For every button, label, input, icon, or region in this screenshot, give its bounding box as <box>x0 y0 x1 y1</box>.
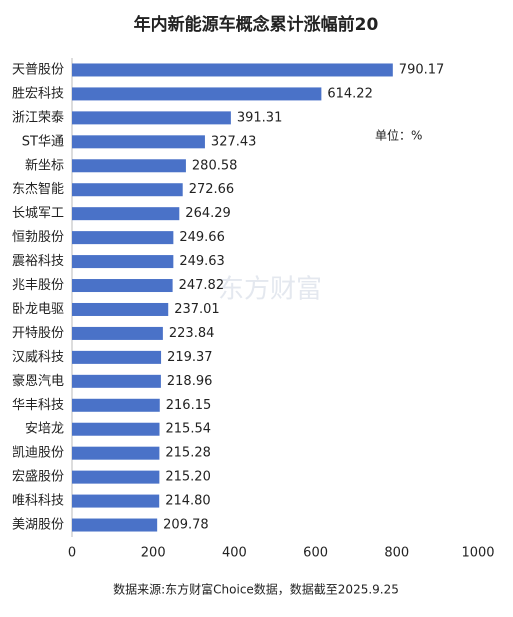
x-tick-label: 1000 <box>461 546 494 561</box>
y-tick-label: 长城军工 <box>12 206 64 221</box>
x-tick-label: 400 <box>222 546 247 561</box>
source-note: 数据来源:东方财富Choice数据，数据截至2025.9.25 <box>113 582 399 597</box>
y-tick-label: 兆丰股份 <box>12 278 64 293</box>
bar <box>72 374 161 388</box>
bar <box>72 63 393 77</box>
value-label: 209.78 <box>163 518 209 533</box>
bar <box>72 470 160 484</box>
bar <box>72 135 205 149</box>
bar <box>72 255 174 269</box>
value-label: 327.43 <box>211 134 257 149</box>
y-tick-label: 震裕科技 <box>12 254 64 269</box>
y-tick-label: 汉威科技 <box>12 350 64 365</box>
bar <box>72 183 183 197</box>
chart-title: 年内新能源车概念累计涨幅前20 <box>134 14 379 35</box>
watermark: 东方财富 <box>218 275 322 305</box>
value-label: 247.82 <box>179 278 225 293</box>
value-label: 219.37 <box>167 350 213 365</box>
y-tick-label: 华丰科技 <box>12 398 64 413</box>
bar <box>72 494 160 508</box>
value-label: 218.96 <box>167 374 213 389</box>
y-tick-label: 新坐标 <box>25 157 64 173</box>
x-tick-label: 0 <box>68 546 76 561</box>
value-label: 223.84 <box>169 326 215 341</box>
y-tick-label: 浙江荣泰 <box>12 110 64 125</box>
value-label: 215.28 <box>165 446 211 461</box>
bar <box>72 111 231 125</box>
y-tick-label: 宏盛股份 <box>12 470 64 485</box>
value-label: 249.63 <box>179 254 225 269</box>
value-label: 790.17 <box>399 62 445 77</box>
y-tick-label: 恒勃股份 <box>12 230 64 245</box>
value-label: 249.66 <box>179 230 225 245</box>
bar <box>72 279 173 293</box>
bar <box>72 398 160 412</box>
y-tick-label: 开特股份 <box>12 326 64 341</box>
bar <box>72 326 163 340</box>
y-tick-label: 豪恩汽电 <box>12 373 64 389</box>
value-label: 264.29 <box>185 206 231 221</box>
y-tick-label: 卧龙电驱 <box>12 302 64 317</box>
value-label: 215.20 <box>165 470 211 485</box>
y-tick-label: 美湖股份 <box>12 518 64 533</box>
bar <box>72 159 186 173</box>
y-tick-label: 凯迪股份 <box>12 446 64 461</box>
y-tick-label: 唯科科技 <box>12 494 64 509</box>
bar <box>72 350 162 364</box>
value-label: 216.15 <box>166 398 212 413</box>
bar <box>72 446 160 460</box>
value-label: 214.80 <box>165 494 211 509</box>
unit-note: 单位：% <box>375 128 422 143</box>
bar <box>72 518 158 532</box>
bar <box>72 87 322 101</box>
value-label: 614.22 <box>327 86 373 101</box>
value-label: 391.31 <box>237 110 283 125</box>
y-tick-label: 胜宏科技 <box>12 86 64 101</box>
bar <box>72 422 160 436</box>
x-tick-label: 600 <box>303 546 328 561</box>
y-tick-label: 天普股份 <box>12 62 64 77</box>
bar <box>72 302 169 316</box>
value-label: 237.01 <box>174 302 220 317</box>
y-tick-label: ST华通 <box>22 134 64 149</box>
y-tick-label: 东杰智能 <box>12 182 64 197</box>
bar <box>72 207 180 221</box>
y-tick-label: 安培龙 <box>25 421 64 437</box>
value-label: 272.66 <box>189 182 235 197</box>
value-label: 215.54 <box>166 422 212 437</box>
x-tick-label: 200 <box>141 546 166 561</box>
bar <box>72 231 174 245</box>
value-label: 280.58 <box>192 158 238 173</box>
x-tick-label: 800 <box>384 546 409 561</box>
